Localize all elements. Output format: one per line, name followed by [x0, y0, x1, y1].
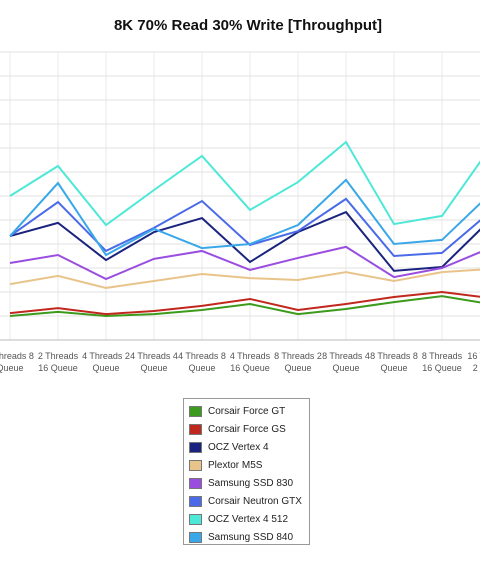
series-line	[9, 295, 480, 318]
legend-item: Corsair Force GS	[189, 420, 309, 438]
chart: 8K 70% Read 30% Write [Throughput] 01234…	[0, 17, 480, 373]
series-line	[9, 268, 480, 289]
series-line	[9, 178, 480, 257]
x-tick-label-box: 8 Threads 8 Queue	[370, 351, 418, 373]
x-tick-label: 16 Threads 2 Queue	[467, 351, 480, 373]
chart-title: 8K 70% Read 30% Write [Throughput]	[114, 17, 382, 34]
x-tick-label: 2 Threads 8 Queue	[0, 351, 34, 373]
x-tick-label: 8 Threads 4 Queue	[322, 351, 370, 373]
legend-label: Corsair Force GT	[208, 405, 286, 417]
legend-item: Plextor M5S	[189, 456, 309, 474]
legend-label: Plextor M5S	[208, 459, 263, 471]
x-tick-label-box: 4 Threads 8 Queue	[178, 351, 226, 373]
series-line	[9, 290, 480, 316]
x-tick-label-box: 4 Threads 4 Queue	[130, 351, 178, 373]
legend-swatch	[189, 441, 202, 453]
x-tick-label-box: 8 Threads 4 Queue	[322, 351, 370, 373]
legend-label: Corsair Neutron GTX	[208, 495, 302, 507]
x-tick-label: 4 Threads 2 Queue	[82, 351, 130, 373]
x-tick-label-box: 16 Threads 2 Queue	[467, 351, 480, 373]
legend-swatch	[189, 405, 202, 417]
legend-item: Corsair Neutron GTX	[189, 492, 309, 510]
legend-item: Corsair Force GT	[189, 402, 309, 420]
legend-swatch	[189, 477, 202, 489]
legend-label: OCZ Vertex 4	[208, 441, 269, 453]
legend-label: Samsung SSD 830	[208, 477, 294, 489]
x-tick-label: 8 Threads 16 Queue	[421, 351, 463, 373]
legend-swatch	[189, 459, 202, 471]
x-tick-label: 2 Threads 16 Queue	[37, 351, 79, 373]
legend-label: Samsung SSD 840	[208, 531, 294, 543]
x-tick-label-box: 8 Threads 16 Queue	[421, 351, 463, 373]
legend-item: Samsung SSD 840	[189, 528, 309, 546]
x-tick-label: 8 Threads 8 Queue	[370, 351, 418, 373]
legend-label: OCZ Vertex 4 512	[208, 513, 289, 525]
series-line	[9, 197, 480, 258]
x-tick-label-box: 4 Threads 16 Queue	[229, 351, 271, 373]
x-tick-label-box: 2 Threads 8 Queue	[0, 351, 34, 373]
x-tick-label: 4 Threads 16 Queue	[229, 351, 271, 373]
legend-label: Corsair Force GS	[208, 423, 286, 435]
x-tick-label: 4 Threads 4 Queue	[130, 351, 178, 373]
legend-item: Samsung SSD 830	[189, 474, 309, 492]
legend-item: OCZ Vertex 4	[189, 438, 309, 456]
legend-item: OCZ Vertex 4 512	[189, 510, 309, 528]
x-tick-label-box: 8 Threads 2 Queue	[274, 351, 322, 373]
series-line	[9, 210, 480, 272]
legend-swatch	[189, 513, 202, 525]
x-tick-label-box: 2 Threads 16 Queue	[37, 351, 79, 373]
legend: Corsair Force GT Corsair Force GS OCZ Vert…	[183, 398, 310, 545]
x-tick-label: 8 Threads 2 Queue	[274, 351, 322, 373]
x-tick-label-box: 4 Threads 2 Queue	[82, 351, 130, 373]
x-tick-label: 4 Threads 8 Queue	[178, 351, 226, 373]
series-line	[9, 140, 480, 227]
legend-swatch	[189, 423, 202, 435]
series-line	[9, 245, 480, 281]
legend-swatch	[189, 531, 202, 543]
legend-swatch	[189, 495, 202, 507]
